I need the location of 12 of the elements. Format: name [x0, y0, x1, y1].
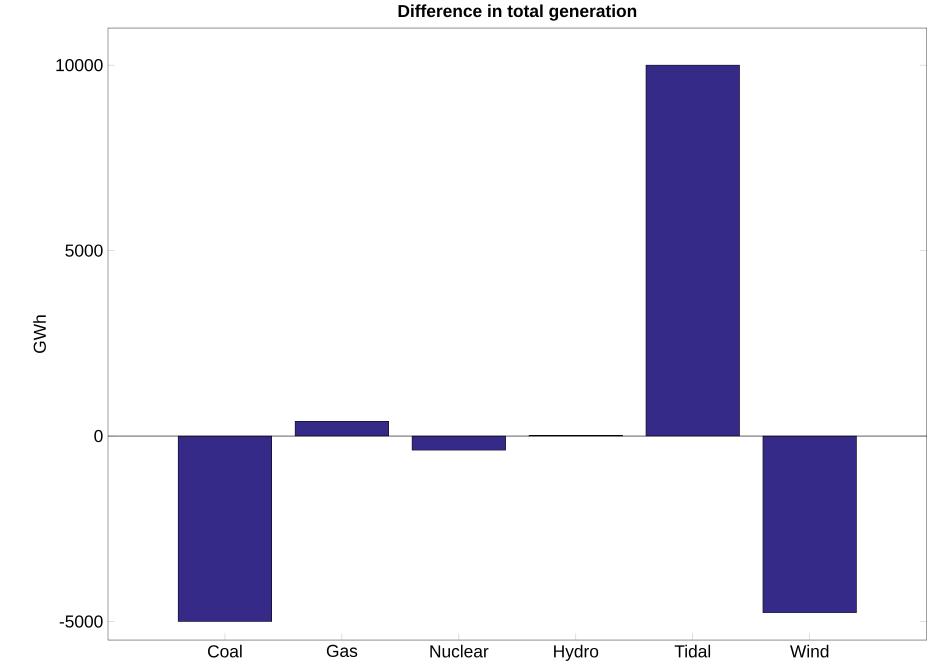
chart-title: Difference in total generation — [398, 4, 636, 21]
x-tick-label: Coal — [208, 644, 242, 658]
x-tick-label: Hydro — [554, 644, 598, 662]
y-tick-label: 0 — [94, 430, 103, 442]
y-axis-title: GWh — [33, 316, 46, 354]
y-tick-label: -5000 — [60, 616, 103, 628]
x-tick-label: Tidal — [674, 644, 710, 658]
y-tick-label: 10000 — [56, 59, 103, 72]
x-tick-label: Nuclear — [430, 644, 488, 658]
x-tick-label: Wind — [790, 644, 828, 658]
y-tick-label: 5000 — [65, 244, 103, 257]
x-tick-label: Gas — [326, 644, 358, 658]
